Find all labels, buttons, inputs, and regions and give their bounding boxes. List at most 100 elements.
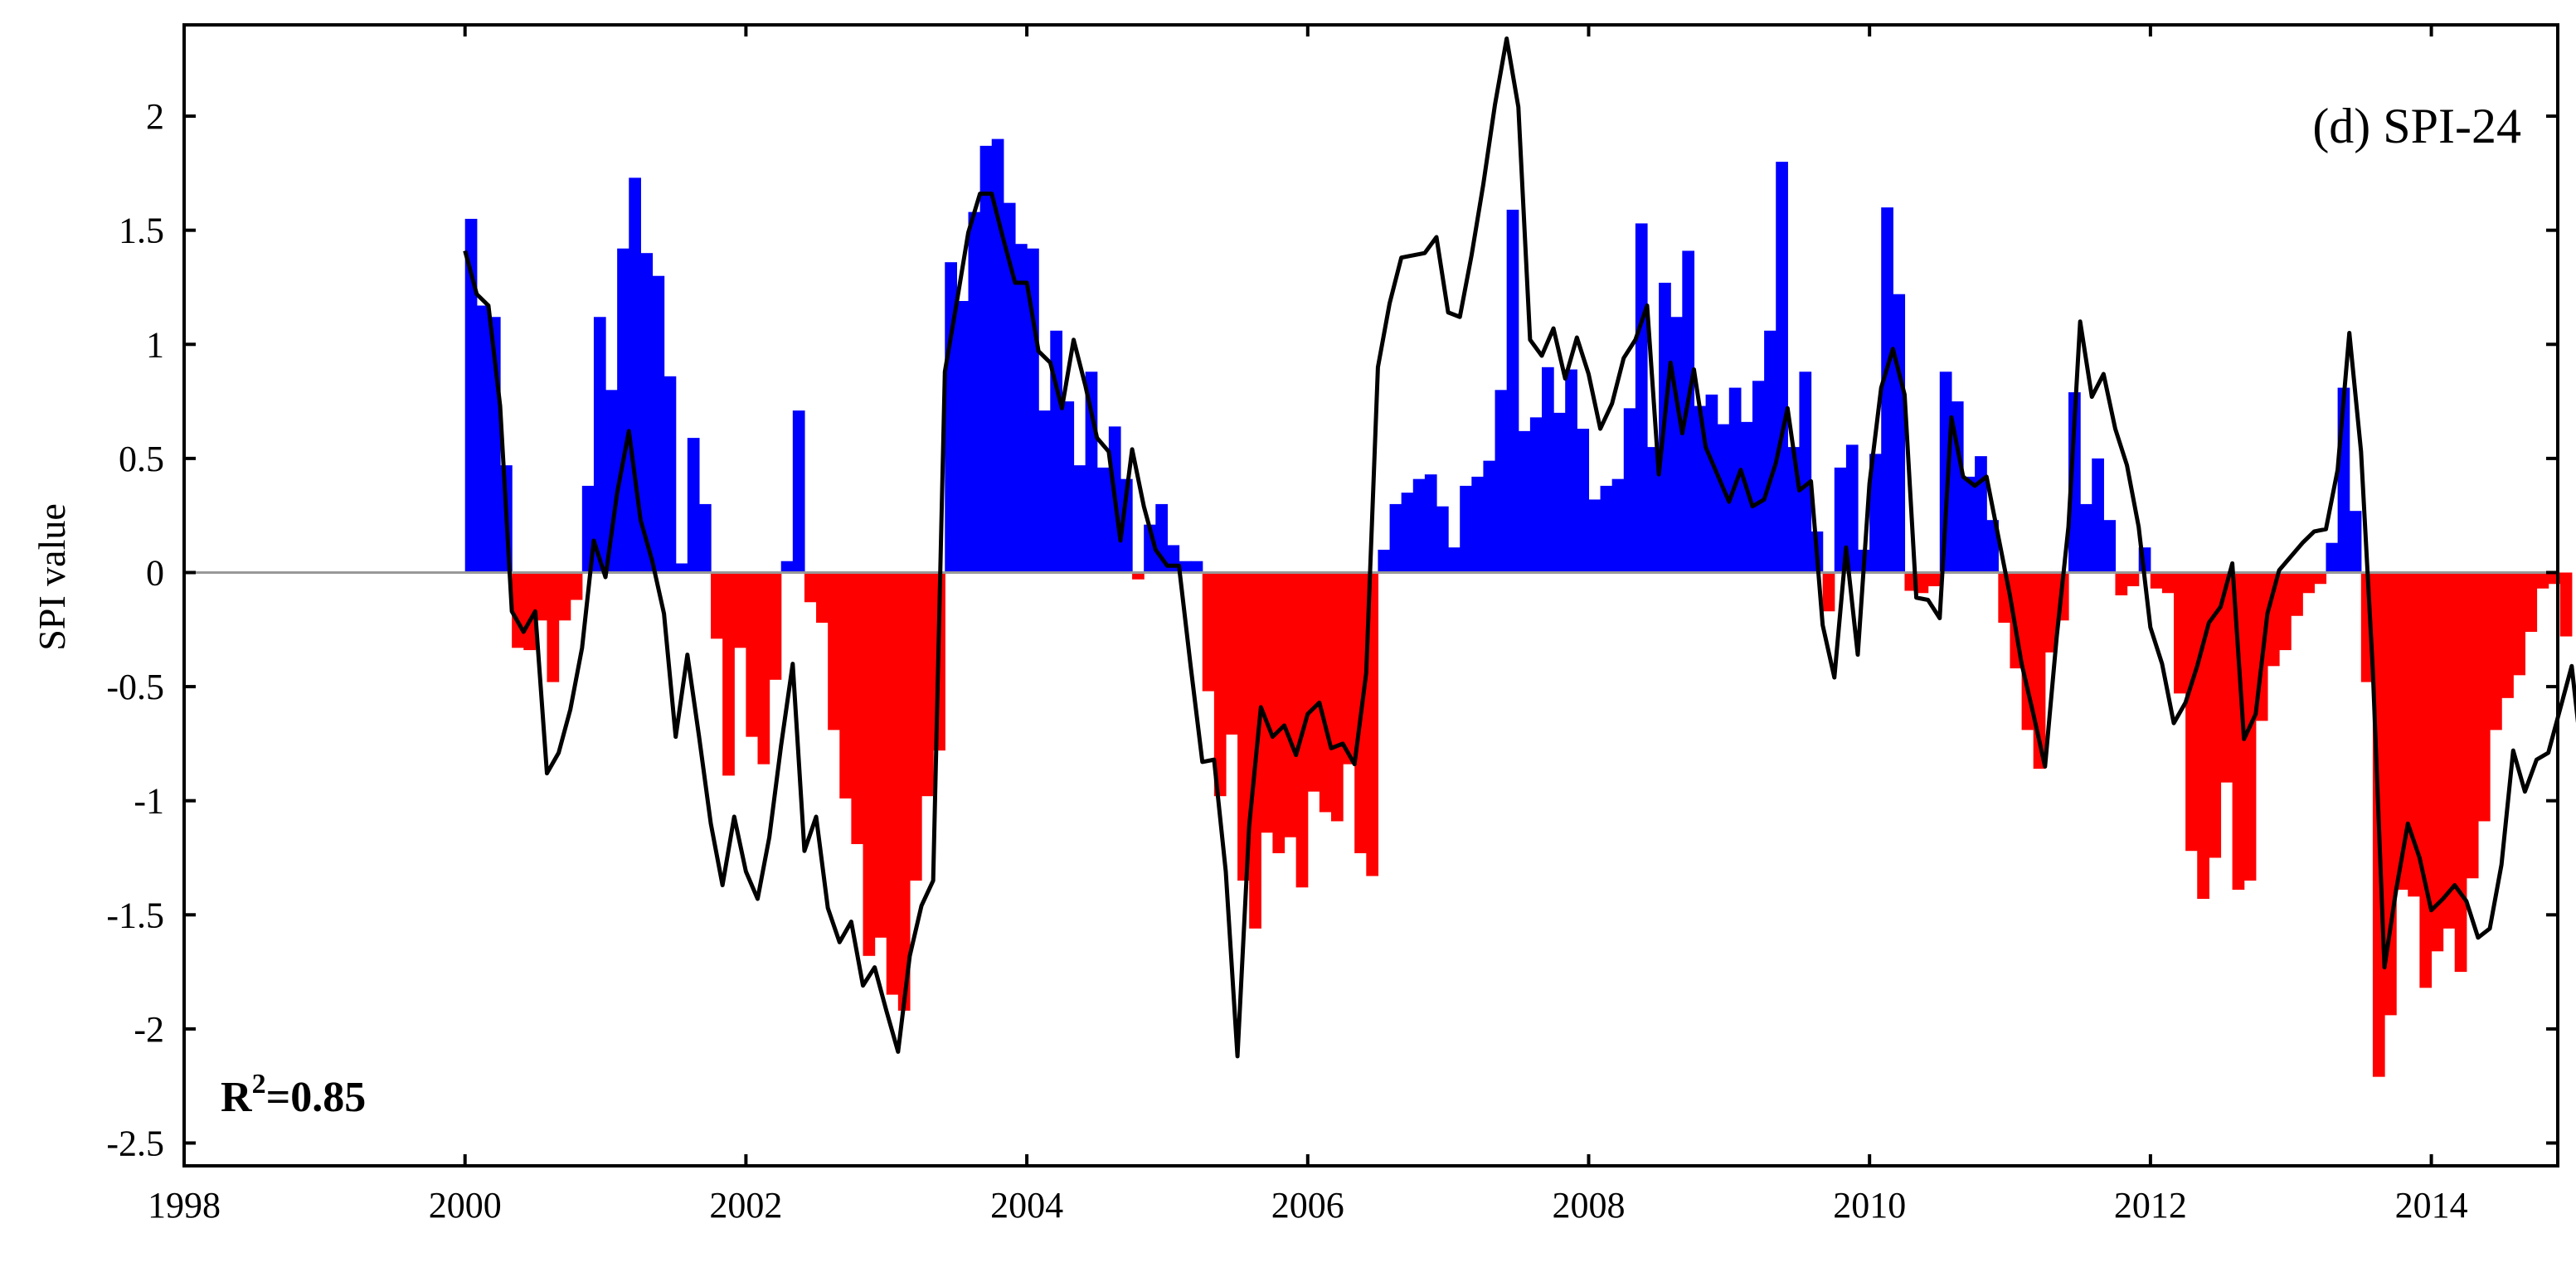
bar: [1787, 447, 1801, 573]
bar: [1424, 474, 1437, 573]
y-tick-label: -1: [134, 781, 164, 822]
bar: [1518, 430, 1531, 573]
bar: [1401, 493, 1414, 573]
bar: [629, 177, 641, 573]
bar: [1845, 444, 1859, 573]
bar: [1366, 572, 1379, 876]
bar: [1881, 207, 1893, 573]
bar: [746, 572, 759, 737]
bar: [558, 572, 571, 621]
bar: [2092, 458, 2104, 573]
bar: [476, 305, 489, 573]
bar: [2466, 572, 2479, 879]
bar: [2279, 572, 2292, 651]
y-tick-label: 0.5: [119, 439, 164, 479]
bar: [1132, 572, 1145, 580]
bar: [722, 572, 735, 776]
bar: [1096, 467, 1110, 573]
bar: [2161, 572, 2175, 594]
bar: [711, 572, 723, 639]
bar: [570, 572, 583, 600]
bar: [909, 572, 922, 881]
bar: [1412, 478, 1426, 573]
bar: [2126, 572, 2140, 586]
bar: [1635, 223, 1648, 573]
bar: [1389, 503, 1402, 573]
bar: [1448, 547, 1461, 573]
bar: [839, 572, 852, 799]
r-squared-superscript: 2: [252, 1069, 266, 1100]
y-tick-label: 1: [146, 324, 164, 365]
x-axis-ticks: 1998 2000 2002 2004 2006 2008 2010 2012 2014: [148, 25, 2468, 1226]
bar: [1600, 485, 1613, 573]
bar: [1378, 549, 1391, 573]
bar: [1939, 371, 1952, 573]
bar: [1460, 485, 1472, 573]
bar: [1213, 572, 1227, 797]
bar: [851, 572, 864, 844]
bar: [2396, 572, 2408, 891]
bar: [593, 317, 606, 573]
bar: [991, 138, 1004, 573]
bar: [769, 572, 782, 680]
bar: [2349, 511, 2362, 573]
bar: [2302, 572, 2315, 594]
bar: [535, 572, 548, 621]
bar: [2174, 572, 2186, 694]
bar: [1752, 381, 1765, 573]
y-tick-label: -1.5: [106, 895, 164, 935]
bar: [1764, 330, 1776, 573]
bar: [1436, 506, 1449, 573]
bar: [1073, 465, 1086, 573]
bar: [1343, 572, 1355, 765]
bar: [1869, 454, 1882, 573]
bar: [523, 572, 536, 651]
bar: [2536, 572, 2549, 589]
bar: [2442, 572, 2456, 929]
x-tick-label: 2000: [429, 1185, 502, 1226]
y-axis-ticks: -2.5 -2 -1.5 -1 -0.5 0 0.5 1 1.5 2: [106, 96, 2558, 1163]
bar: [464, 218, 478, 573]
bar: [1284, 572, 1297, 837]
chart-title: (d) SPI-24: [2312, 99, 2521, 153]
bar: [1963, 476, 1976, 573]
bar: [2185, 572, 2198, 852]
y-tick-label: -2: [134, 1009, 164, 1050]
bar: [1553, 412, 1566, 573]
bar: [1588, 499, 1601, 573]
r-squared-prefix: R: [221, 1074, 253, 1121]
bar: [792, 410, 805, 573]
x-tick-label: 2010: [1833, 1185, 1906, 1226]
bar: [1834, 467, 1847, 573]
bar: [1014, 244, 1028, 573]
bar: [2559, 572, 2573, 637]
bar: [2291, 572, 2303, 616]
bar: [2408, 572, 2420, 897]
bar: [2477, 572, 2491, 822]
bar: [1682, 250, 1695, 573]
bar: [1694, 405, 1707, 573]
bar: [1237, 572, 1250, 881]
bar: [1319, 572, 1332, 813]
x-tick-label: 2004: [990, 1185, 1063, 1226]
bar: [2220, 572, 2233, 783]
bar: [605, 390, 618, 573]
bar: [1202, 572, 1215, 692]
bar: [2150, 572, 2163, 589]
bar: [1261, 572, 1274, 833]
bar: [2525, 572, 2538, 633]
bar: [1927, 572, 1941, 586]
y-tick-label: -0.5: [106, 667, 164, 707]
bar: [1529, 417, 1543, 573]
bar: [1495, 390, 1508, 573]
bar: [1893, 294, 1906, 573]
bar: [2501, 572, 2514, 698]
bar: [734, 572, 746, 648]
bar: [2209, 572, 2222, 858]
bar: [2021, 572, 2034, 731]
bar: [886, 572, 899, 995]
spi-line-series: [463, 36, 2576, 1059]
bar: [2314, 572, 2327, 585]
bar: [1272, 572, 1286, 853]
